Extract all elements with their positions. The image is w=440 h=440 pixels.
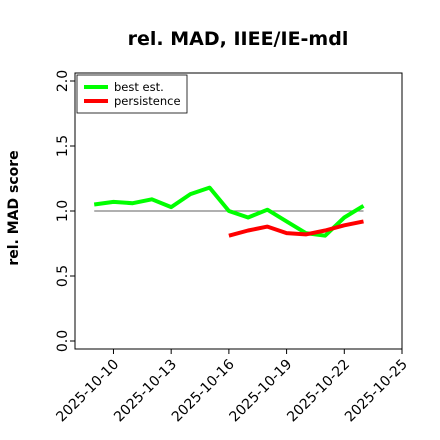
series-line-best-est <box>93 185 365 238</box>
plot-area: 0.00.51.01.52.02025-10-102025-10-132025-… <box>53 70 410 426</box>
x-tick-label: 2025-10-25 <box>342 357 411 426</box>
legend-label: persistence <box>114 94 181 108</box>
y-tick-label: 1.0 <box>55 200 71 222</box>
y-tick-label: 1.5 <box>55 135 71 157</box>
chart-title: rel. MAD, IIEE/IE-mdl <box>128 28 349 50</box>
legend-box <box>76 74 188 114</box>
series-line-persistence <box>228 219 364 238</box>
y-tick-label: 0.0 <box>55 330 71 352</box>
legend-label: best est. <box>114 80 164 94</box>
y-tick-label: 0.5 <box>55 265 71 287</box>
y-axis-label: rel. MAD score <box>6 150 22 265</box>
legend: best est.persistence <box>76 74 188 114</box>
y-tick-label: 2.0 <box>55 70 71 92</box>
